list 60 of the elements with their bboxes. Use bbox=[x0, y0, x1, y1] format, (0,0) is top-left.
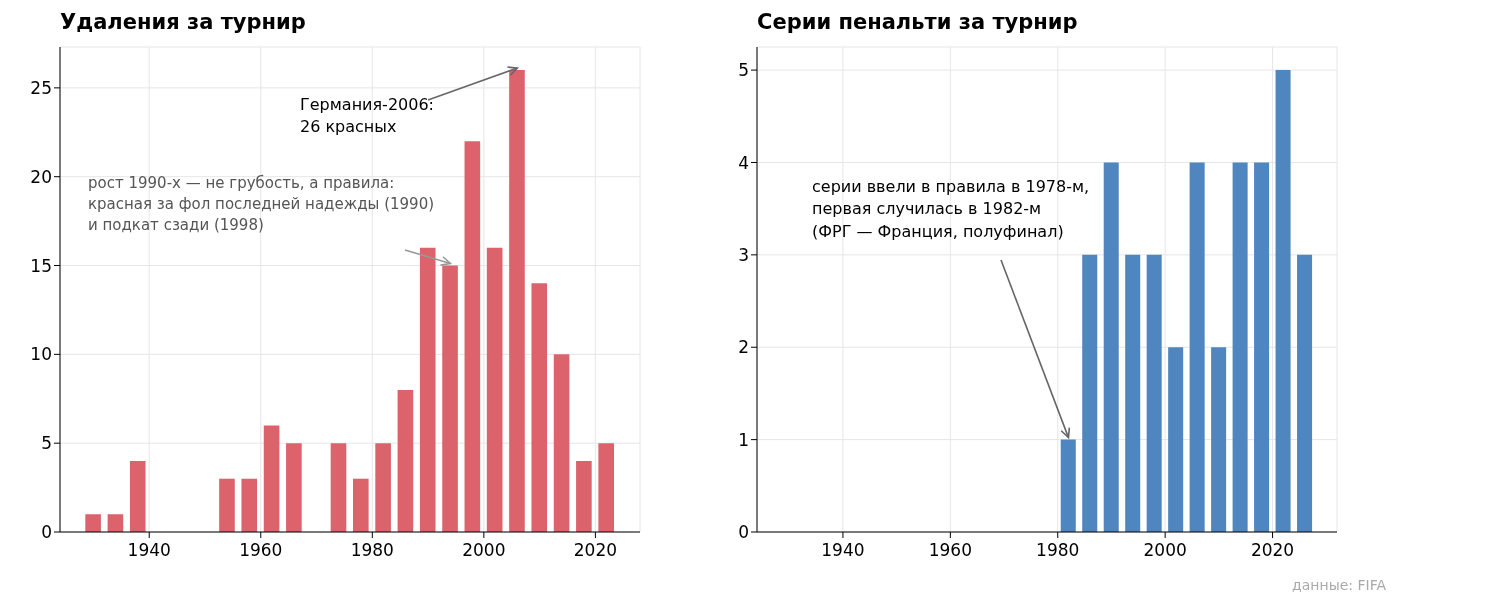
y-tick-label: 2 bbox=[738, 337, 749, 358]
bar bbox=[464, 141, 481, 532]
y-tick-label: 20 bbox=[30, 166, 52, 187]
text: данные: FIFA bbox=[1292, 577, 1387, 593]
x-tick-label: 1960 bbox=[928, 540, 972, 561]
bar bbox=[375, 443, 391, 532]
x-tick-label: 2000 bbox=[1143, 540, 1187, 561]
bar bbox=[397, 389, 414, 532]
bar bbox=[1211, 347, 1227, 532]
x-tick-label: 2000 bbox=[462, 540, 506, 561]
bar bbox=[1060, 439, 1076, 532]
bar bbox=[1232, 162, 1248, 532]
bar bbox=[107, 514, 124, 532]
bar bbox=[419, 247, 436, 532]
y-tick-label: 0 bbox=[738, 522, 749, 543]
annotation: рост 1990-х — не грубость, а правила: красная за фол последней надежды (1990) и подкат сзади (1998) bbox=[88, 174, 435, 234]
y-tick-label: 10 bbox=[30, 344, 52, 365]
x-tick-label: 1940 bbox=[821, 540, 865, 561]
bar bbox=[553, 354, 570, 532]
y-tick-label: 1 bbox=[738, 429, 749, 450]
bar bbox=[1254, 162, 1270, 532]
y-tick-label: 15 bbox=[30, 255, 52, 276]
annotation: серии ввели в правила в 1978-м, первая случилась в 1982-м (ФРГ — Франция, полуфинал) bbox=[812, 177, 1090, 241]
y-tick-label: 0 bbox=[41, 522, 52, 543]
x-tick-label: 2020 bbox=[573, 540, 618, 561]
bar bbox=[330, 443, 347, 532]
x-tick-label: 1980 bbox=[1036, 540, 1080, 561]
x-tick-label: 1980 bbox=[350, 540, 394, 561]
x-tick-label: 1960 bbox=[239, 540, 283, 561]
chart-title: Удаления за турнир bbox=[60, 10, 306, 34]
bar bbox=[241, 478, 258, 532]
bar bbox=[1082, 254, 1098, 532]
bar bbox=[576, 460, 592, 532]
y-tick-label: 4 bbox=[738, 152, 749, 173]
bar bbox=[1146, 254, 1162, 532]
y-tick-label: 25 bbox=[30, 77, 52, 98]
x-tick-label: 2020 bbox=[1250, 540, 1295, 561]
bar bbox=[1297, 254, 1313, 532]
bar bbox=[219, 478, 235, 532]
bar bbox=[129, 460, 146, 532]
bar bbox=[486, 247, 503, 532]
bar bbox=[353, 478, 369, 532]
y-tick-label: 5 bbox=[738, 60, 749, 81]
bar bbox=[85, 514, 101, 532]
y-tick-label: 3 bbox=[738, 244, 749, 265]
y-tick-label: 5 bbox=[41, 433, 52, 454]
bar bbox=[598, 443, 614, 532]
bar bbox=[1275, 70, 1291, 532]
bar bbox=[1168, 347, 1184, 532]
bar bbox=[509, 70, 525, 532]
bar bbox=[263, 425, 280, 532]
chart-title: Серии пенальти за турнир bbox=[757, 10, 1078, 34]
bar bbox=[531, 283, 548, 532]
x-tick-label: 1940 bbox=[127, 540, 171, 561]
annotation: Германия-2006: 26 красных bbox=[300, 95, 434, 137]
bar bbox=[442, 265, 458, 532]
bar bbox=[1189, 162, 1205, 532]
bar bbox=[1125, 254, 1141, 532]
bar bbox=[1103, 162, 1119, 532]
bar bbox=[286, 443, 302, 532]
